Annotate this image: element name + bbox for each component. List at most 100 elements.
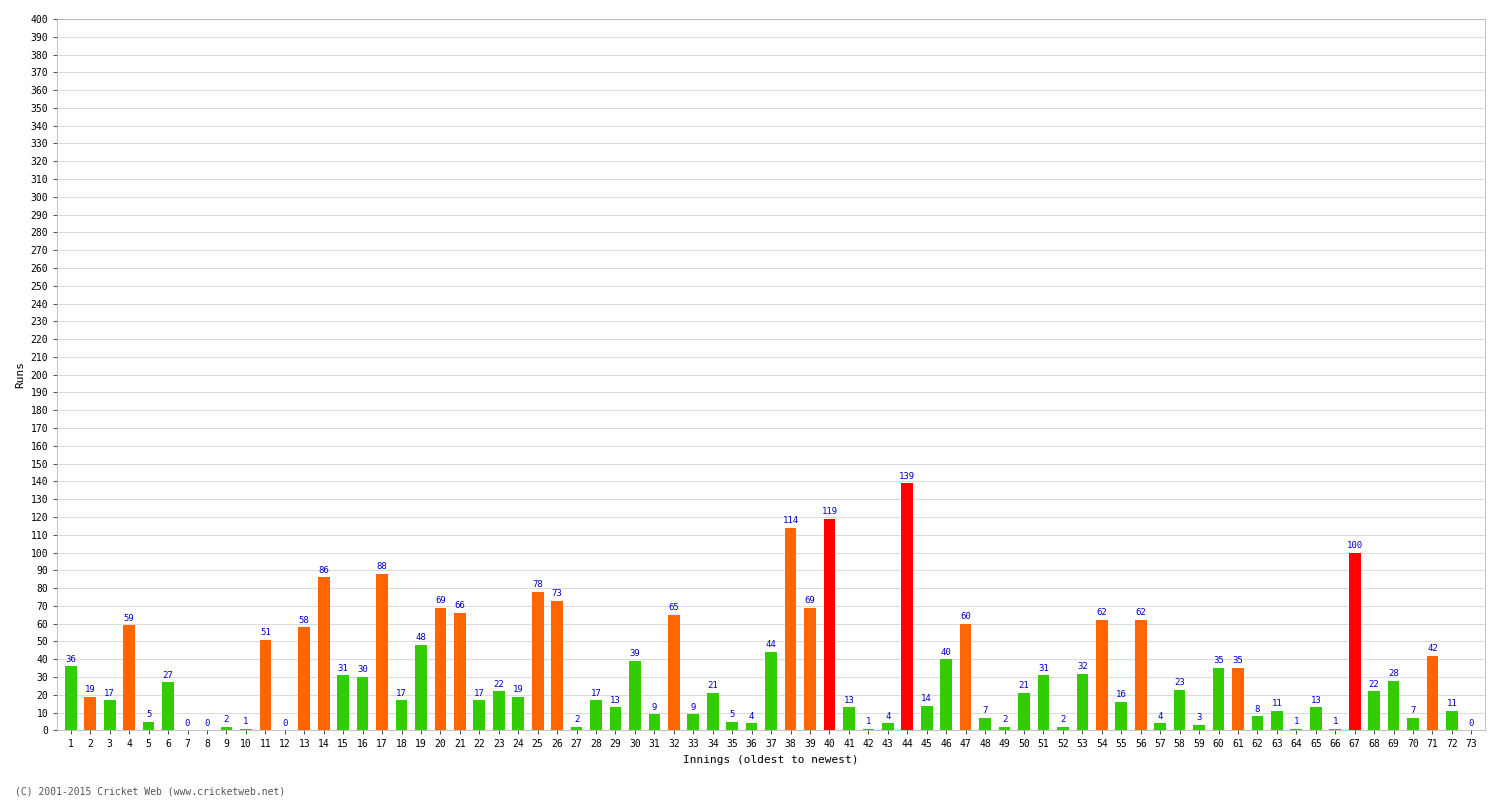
Bar (648, 714, 660, 730)
Text: 66: 66 (454, 602, 465, 610)
Bar (1019, 693, 1031, 730)
Bar (240, 729, 252, 730)
Bar (1310, 707, 1322, 730)
Bar (1388, 681, 1400, 730)
Bar (960, 624, 972, 730)
Bar (668, 615, 680, 730)
Text: 5: 5 (729, 710, 735, 719)
Bar (1368, 691, 1380, 730)
Text: 62: 62 (1096, 609, 1107, 618)
Bar (142, 722, 154, 730)
Y-axis label: Runs: Runs (15, 362, 26, 388)
Text: 42: 42 (1426, 644, 1438, 653)
Bar (1407, 718, 1419, 730)
Bar (474, 700, 484, 730)
Bar (84, 697, 96, 730)
Text: 7: 7 (982, 706, 988, 715)
Text: 23: 23 (1174, 678, 1185, 687)
Text: 86: 86 (318, 566, 328, 574)
Text: 22: 22 (494, 680, 504, 689)
Text: 9: 9 (690, 702, 696, 712)
Text: 0: 0 (204, 718, 210, 728)
Bar (454, 613, 465, 730)
Text: 40: 40 (940, 648, 951, 657)
X-axis label: Innings (oldest to newest): Innings (oldest to newest) (684, 755, 859, 765)
Bar (726, 722, 738, 730)
Text: 2: 2 (224, 715, 230, 724)
Bar (940, 659, 952, 730)
Text: 7: 7 (1410, 706, 1416, 715)
Text: (C) 2001-2015 Cricket Web (www.cricketweb.net): (C) 2001-2015 Cricket Web (www.cricketwe… (15, 786, 285, 796)
Bar (687, 714, 699, 730)
Bar (532, 592, 543, 730)
Bar (1270, 711, 1282, 730)
Bar (1136, 620, 1146, 730)
Bar (1329, 729, 1341, 730)
Bar (1348, 553, 1360, 730)
Bar (1192, 725, 1204, 730)
Text: 78: 78 (532, 580, 543, 589)
Bar (1426, 656, 1438, 730)
Text: 30: 30 (357, 666, 368, 674)
Bar (921, 706, 933, 730)
Text: 58: 58 (298, 615, 309, 625)
Text: 48: 48 (416, 634, 426, 642)
Bar (609, 707, 621, 730)
Text: 13: 13 (610, 696, 621, 705)
Text: 19: 19 (513, 685, 523, 694)
Bar (1077, 674, 1088, 730)
Bar (570, 727, 582, 730)
Text: 21: 21 (1019, 682, 1029, 690)
Bar (843, 707, 855, 730)
Text: 4: 4 (1158, 712, 1162, 721)
Bar (862, 729, 874, 730)
Bar (804, 608, 816, 730)
Text: 28: 28 (1388, 669, 1400, 678)
Text: 17: 17 (474, 689, 484, 698)
Text: 11: 11 (1272, 699, 1282, 708)
Text: 73: 73 (552, 589, 562, 598)
Bar (590, 700, 602, 730)
Text: 1: 1 (1332, 717, 1338, 726)
Text: 17: 17 (396, 689, 406, 698)
Text: 9: 9 (651, 702, 657, 712)
Bar (123, 626, 135, 730)
Bar (1038, 675, 1050, 730)
Bar (1155, 723, 1166, 730)
Text: 32: 32 (1077, 662, 1088, 671)
Text: 69: 69 (435, 596, 445, 605)
Text: 0: 0 (1468, 718, 1474, 728)
Bar (338, 675, 350, 730)
Text: 1: 1 (865, 717, 871, 726)
Bar (494, 691, 504, 730)
Text: 114: 114 (783, 516, 798, 525)
Bar (552, 601, 562, 730)
Text: 22: 22 (1368, 680, 1380, 689)
Bar (746, 723, 758, 730)
Text: 69: 69 (804, 596, 816, 605)
Bar (104, 700, 116, 730)
Bar (1212, 668, 1224, 730)
Bar (220, 727, 232, 730)
Text: 100: 100 (1347, 541, 1362, 550)
Text: 11: 11 (1446, 699, 1458, 708)
Bar (162, 682, 174, 730)
Bar (513, 697, 523, 730)
Bar (298, 627, 310, 730)
Bar (1116, 702, 1126, 730)
Bar (1251, 716, 1263, 730)
Bar (318, 578, 330, 730)
Bar (260, 640, 272, 730)
Text: 0: 0 (184, 718, 190, 728)
Bar (1446, 711, 1458, 730)
Text: 0: 0 (282, 718, 288, 728)
Text: 65: 65 (669, 603, 680, 612)
Text: 19: 19 (86, 685, 96, 694)
Text: 13: 13 (843, 696, 855, 705)
Bar (376, 574, 388, 730)
Bar (706, 693, 718, 730)
Bar (416, 645, 428, 730)
Text: 119: 119 (822, 507, 837, 516)
Bar (999, 727, 1011, 730)
Bar (435, 608, 447, 730)
